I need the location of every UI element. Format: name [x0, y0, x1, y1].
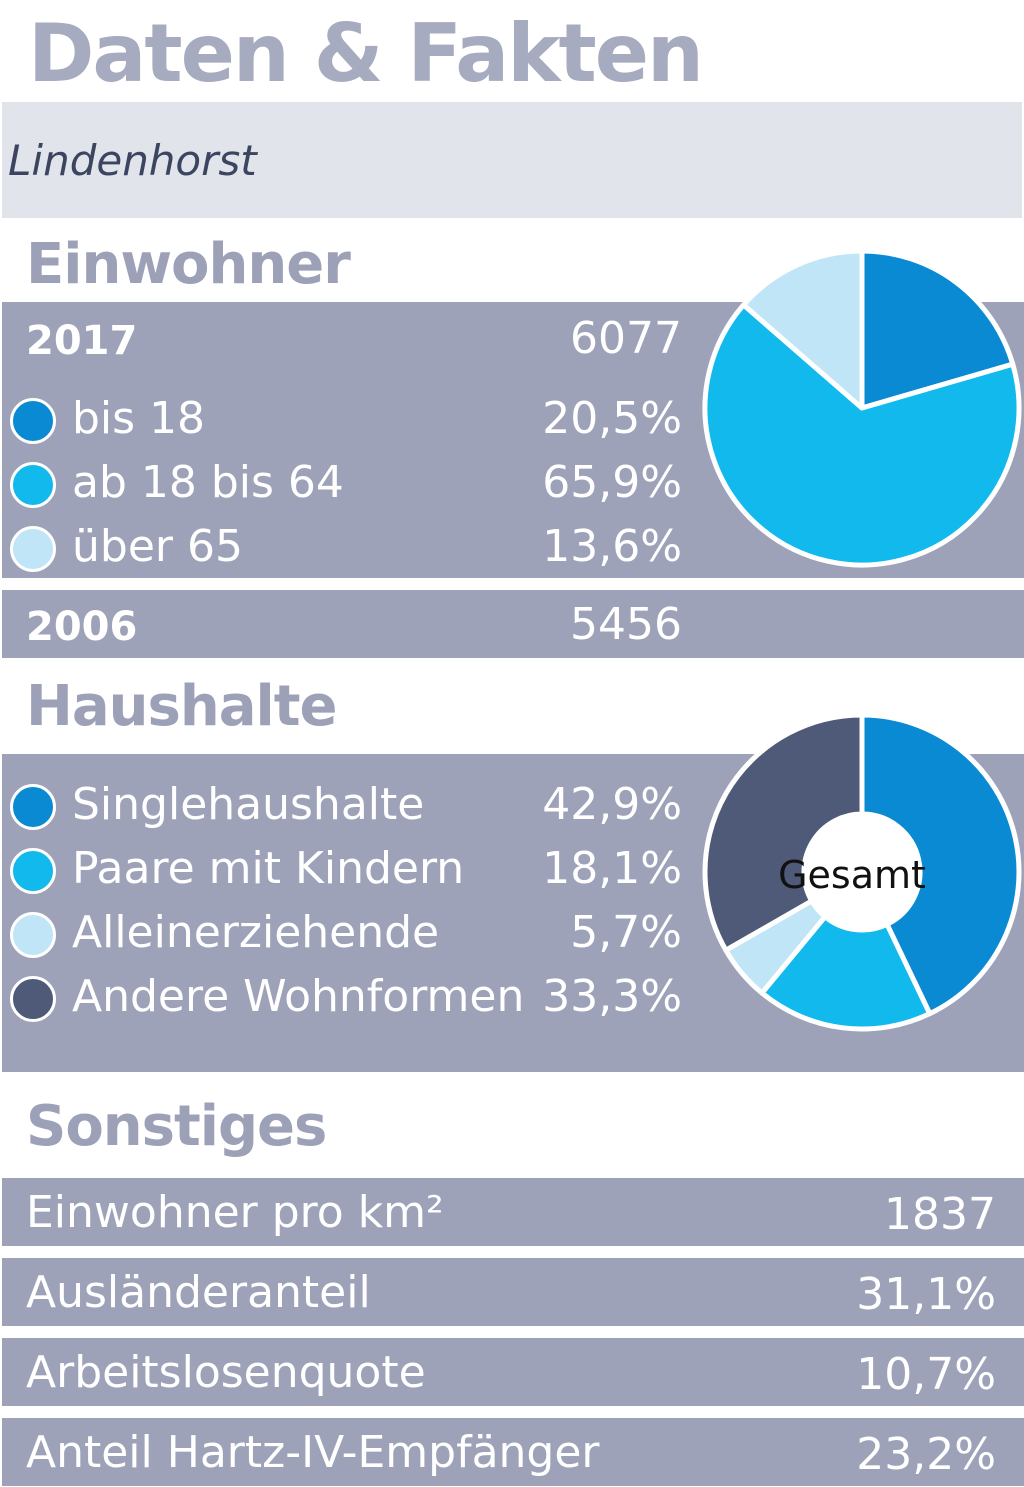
haushalte-center-label: Gesamt — [778, 853, 926, 897]
haushalte-heading: Haushalte — [26, 674, 337, 739]
einwohner-legend-swatch — [10, 398, 56, 444]
haushalte-legend-label: Alleinerziehende — [72, 907, 440, 958]
einwohner-legend-value: 20,5% — [542, 393, 682, 444]
sonstiges-row-label: Einwohner pro km² — [26, 1187, 444, 1238]
haushalte-legend-value: 42,9% — [542, 779, 682, 830]
year-2006-value: 5456 — [570, 599, 682, 650]
haushalte-legend-label: Andere Wohnformen — [72, 971, 525, 1022]
einwohner-slice-2 — [702, 302, 1022, 568]
sonstiges-row — [2, 1178, 1024, 1246]
sonstiges-row — [2, 1338, 1024, 1406]
sonstiges-row-value: 10,7% — [856, 1349, 996, 1400]
year-2006-label: 2006 — [26, 604, 138, 650]
sonstiges-row-value: 1837 — [884, 1189, 996, 1240]
einwohner-heading: Einwohner — [26, 232, 351, 297]
location-bar — [2, 102, 1022, 218]
einwohner-slice-1 — [859, 248, 1016, 411]
haushalte-slice-1 — [859, 712, 1022, 1017]
haushalte-legend-swatch — [10, 976, 56, 1022]
year-2017-value: 6077 — [570, 313, 682, 364]
sonstiges-row-label: Anteil Hartz-IV-Empfänger — [26, 1427, 600, 1478]
sonstiges-row-value: 23,2% — [856, 1429, 996, 1480]
einwohner-legend-swatch — [10, 526, 56, 572]
einwohner-legend-swatch — [10, 462, 56, 508]
einwohner-legend-label: über 65 — [72, 521, 243, 572]
haushalte-legend-label: Singlehaushalte — [72, 779, 425, 830]
einwohner-legend-label: bis 18 — [72, 393, 206, 444]
einwohner-legend-value: 13,6% — [542, 521, 682, 572]
haushalte-legend-value: 5,7% — [570, 907, 682, 958]
haushalte-legend-value: 18,1% — [542, 843, 682, 894]
sonstiges-row — [2, 1418, 1024, 1486]
haushalte-center-hole — [804, 814, 920, 930]
year-2006-band — [2, 590, 1024, 658]
sonstiges-row-value: 31,1% — [856, 1269, 996, 1320]
sonstiges-row-label: Ausländeranteil — [26, 1267, 371, 1318]
einwohner-legend-label: ab 18 bis 64 — [72, 457, 344, 508]
einwohner-slice-3 — [741, 248, 865, 411]
haushalte-legend-swatch — [10, 912, 56, 958]
year-2017-label: 2017 — [26, 318, 138, 364]
haushalte-legend-label: Paare mit Kindern — [72, 843, 465, 894]
sonstiges-row — [2, 1258, 1024, 1326]
sonstiges-row-label: Arbeitslosenquote — [26, 1347, 426, 1398]
einwohner-legend-value: 65,9% — [542, 457, 682, 508]
haushalte-legend-value: 33,3% — [542, 971, 682, 1022]
page-title: Daten & Fakten — [28, 7, 704, 100]
haushalte-donut-chart: Gesamt — [702, 712, 1022, 1032]
haushalte-legend-swatch — [10, 848, 56, 894]
haushalte-legend-swatch — [10, 784, 56, 830]
location-name: Lindenhorst — [8, 136, 257, 185]
sonstiges-heading: Sonstiges — [26, 1094, 327, 1159]
einwohner-pie-chart — [702, 248, 1022, 568]
